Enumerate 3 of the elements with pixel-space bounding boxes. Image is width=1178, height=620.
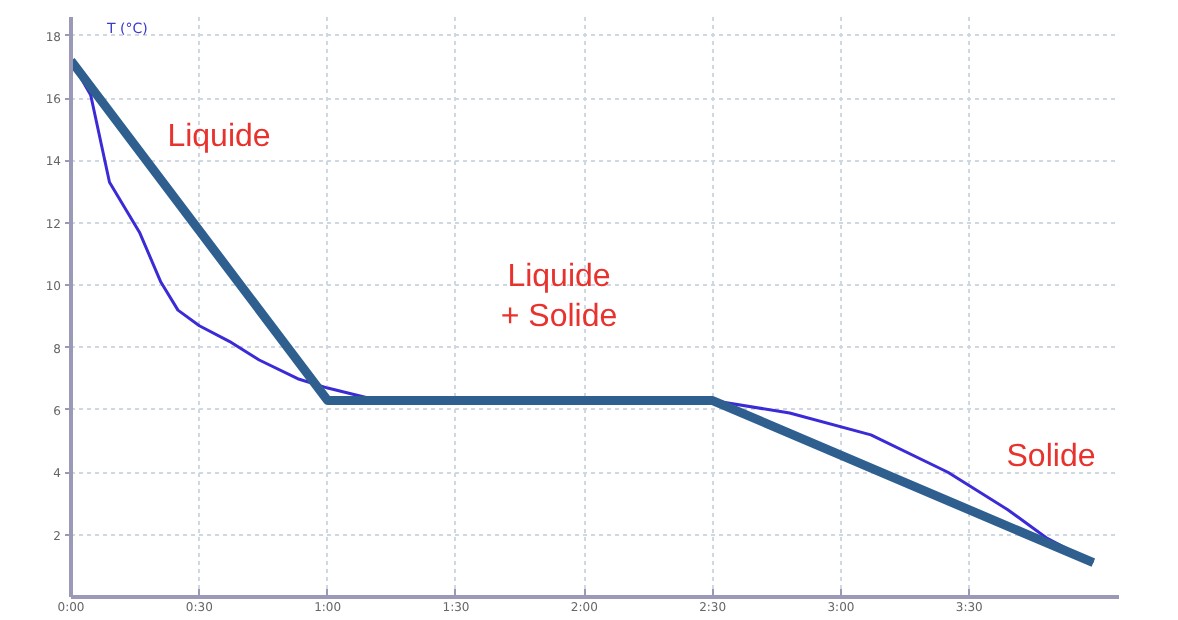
annotation: Solide — [1006, 440, 1096, 474]
annotation: Liquide — [167, 120, 271, 154]
annotation: Liquide + Solide — [500, 259, 618, 335]
